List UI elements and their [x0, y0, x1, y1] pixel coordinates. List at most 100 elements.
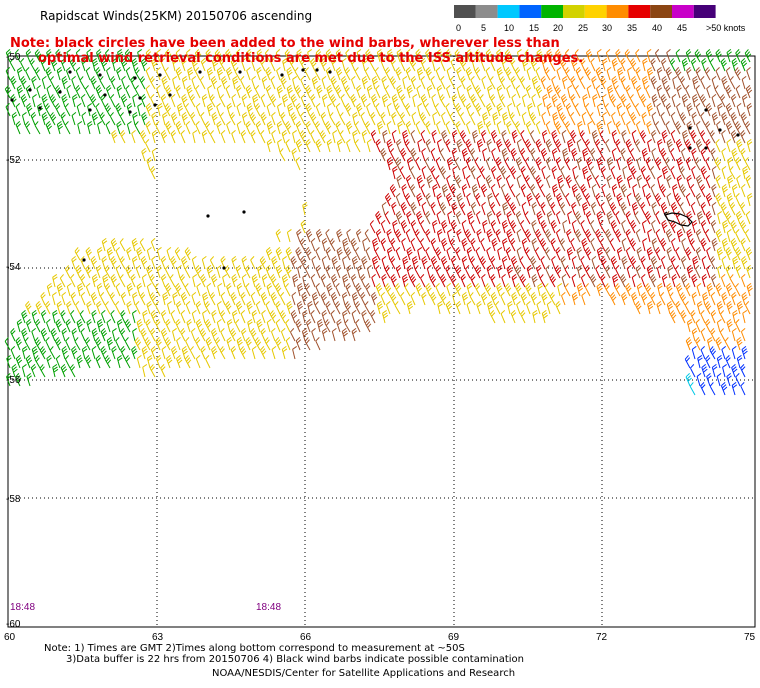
wind-barb [285, 336, 291, 351]
wind-barb [721, 345, 727, 360]
wind-barb [439, 148, 446, 162]
wind-barb [180, 291, 188, 306]
wind-barb [726, 48, 732, 63]
wind-barb [102, 274, 109, 288]
wind-barb [666, 246, 672, 261]
wind-barb [449, 184, 457, 198]
legend-swatch [650, 5, 672, 18]
wind-barb [727, 157, 733, 171]
wind-barb [496, 282, 503, 297]
wind-barb [510, 75, 516, 90]
wind-barb [307, 301, 313, 315]
lon-label-63: 63 [152, 632, 164, 643]
wind-barb [265, 67, 272, 81]
wind-barb [371, 273, 376, 288]
wind-barb [501, 147, 508, 162]
wind-barb [595, 193, 601, 207]
contamination-dot [315, 68, 319, 72]
wind-barb [64, 355, 71, 369]
wind-barb [72, 94, 78, 108]
wind-barb [235, 319, 241, 333]
wind-barb [371, 93, 378, 108]
wind-barb [202, 310, 207, 324]
wind-barb [640, 202, 646, 216]
wind-barb [310, 130, 316, 144]
wind-barb [636, 174, 643, 189]
wind-barb [492, 112, 499, 126]
wind-barb [386, 247, 393, 261]
wind-barb [281, 94, 289, 108]
wind-barb [501, 129, 507, 144]
wind-barb [640, 255, 646, 270]
wind-barb [310, 94, 316, 108]
wind-barb [384, 67, 391, 81]
wind-barb [641, 111, 647, 126]
wind-barb [557, 175, 564, 189]
wind-barb [325, 66, 332, 81]
wind-barb [675, 48, 681, 63]
wind-barb [396, 174, 402, 189]
wind-barb [485, 120, 492, 135]
wind-barb [695, 66, 701, 81]
wind-barb [565, 174, 572, 189]
wind-barb [219, 58, 226, 72]
wind-barb [321, 237, 328, 252]
wind-barb [399, 112, 406, 126]
wind-barb [651, 237, 658, 252]
contamination-dot [198, 70, 202, 74]
wind-barb [132, 328, 137, 342]
wind-barb [434, 103, 441, 117]
wind-barb [404, 193, 411, 207]
wind-barb [296, 300, 303, 315]
wind-barb [606, 210, 613, 225]
wind-barb [716, 246, 723, 261]
wind-barb [216, 301, 222, 315]
wind-barb [320, 111, 327, 126]
wind-barb [135, 264, 141, 279]
wind-barb [281, 129, 288, 144]
wind-barb [220, 327, 226, 342]
wind-barb [581, 111, 587, 126]
wind-barb [416, 67, 424, 81]
wind-barb [85, 282, 91, 297]
wind-barb [381, 94, 388, 108]
wind-barb [275, 228, 281, 243]
wind-barb [146, 355, 153, 369]
wind-barb [325, 246, 331, 261]
wind-barb [331, 328, 337, 342]
wind-barb [354, 67, 361, 81]
wind-barb [710, 219, 717, 234]
wind-barb [195, 300, 202, 315]
wind-barb [704, 121, 711, 135]
wind-barb [375, 211, 382, 225]
wind-barb [250, 130, 256, 144]
wind-barb [725, 66, 731, 81]
wind-barb [590, 148, 596, 162]
wind-barb [419, 238, 426, 252]
wind-barb [281, 345, 288, 360]
wind-barb [294, 67, 301, 81]
wind-barb [709, 382, 716, 396]
wind-barb [259, 256, 267, 270]
wind-barb [461, 255, 468, 270]
wind-barb [394, 229, 402, 243]
wind-barb [441, 183, 448, 198]
wind-barb [169, 274, 176, 288]
wind-barb [440, 255, 448, 270]
wind-barb [366, 138, 372, 153]
wind-barb [516, 228, 522, 243]
wind-barb [175, 66, 183, 81]
wind-barb [690, 184, 696, 198]
contamination-dot [138, 96, 142, 100]
wind-barb [34, 337, 42, 351]
wind-barb [81, 57, 87, 72]
wind-barb [629, 148, 636, 162]
wind-barb [649, 166, 656, 180]
wind-barb [602, 58, 608, 72]
wind-barb [567, 211, 572, 225]
wind-barb [742, 166, 749, 180]
wind-barb [709, 256, 716, 270]
wind-barb [470, 238, 476, 252]
wind-barb [56, 121, 64, 135]
wind-barb [406, 48, 411, 63]
